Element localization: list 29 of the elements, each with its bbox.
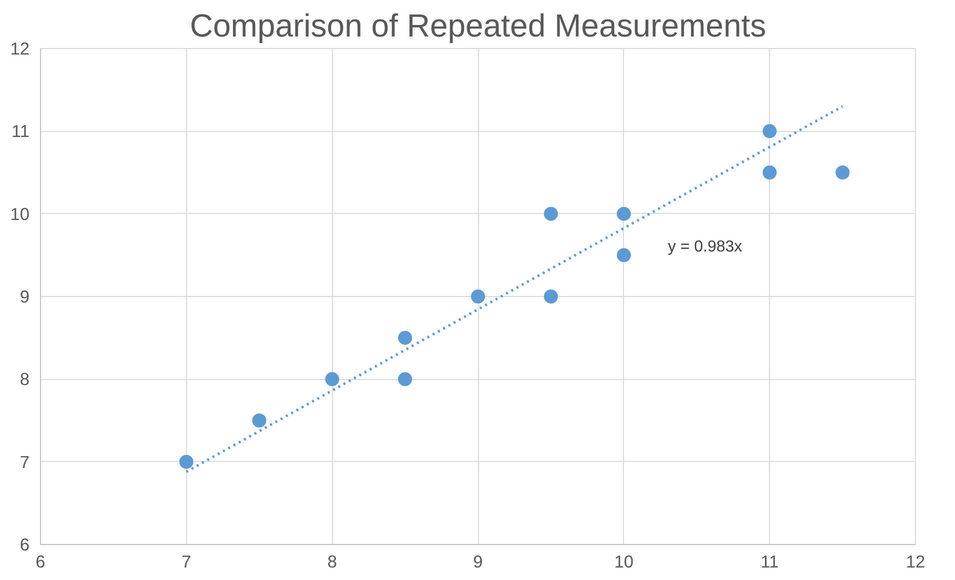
- x-tick-label: 11: [760, 552, 779, 572]
- annotation: y = 0.983x: [668, 238, 742, 256]
- x-tick-label: 9: [473, 552, 483, 572]
- x-tick-label: 7: [182, 552, 192, 572]
- y-tick-label: 6: [20, 534, 30, 554]
- point: [836, 166, 850, 180]
- point: [325, 372, 340, 386]
- point: [471, 290, 485, 304]
- point: [252, 414, 266, 428]
- point: [398, 372, 412, 386]
- point: [544, 206, 558, 221]
- y-tick-label: 9: [20, 286, 30, 306]
- y-tick-label: 7: [20, 452, 30, 472]
- y-tick-label: 8: [20, 369, 30, 390]
- x-tick-label: 8: [327, 552, 337, 572]
- point: [398, 330, 412, 345]
- chart-title: Comparison of Repeated Measurements: [190, 8, 766, 44]
- point: [616, 248, 631, 262]
- point: [179, 454, 194, 469]
- x-tick-label: 10: [614, 552, 634, 572]
- point: [762, 166, 777, 180]
- x-tick-label: 12: [906, 552, 926, 572]
- y-tick-label: 11: [12, 121, 30, 142]
- point: [544, 290, 558, 304]
- y-tick-label: 10: [10, 204, 30, 224]
- y-tick-label: 12: [10, 38, 30, 58]
- x-tick-label: 6: [36, 552, 46, 572]
- point: [762, 124, 777, 138]
- point: [616, 206, 631, 221]
